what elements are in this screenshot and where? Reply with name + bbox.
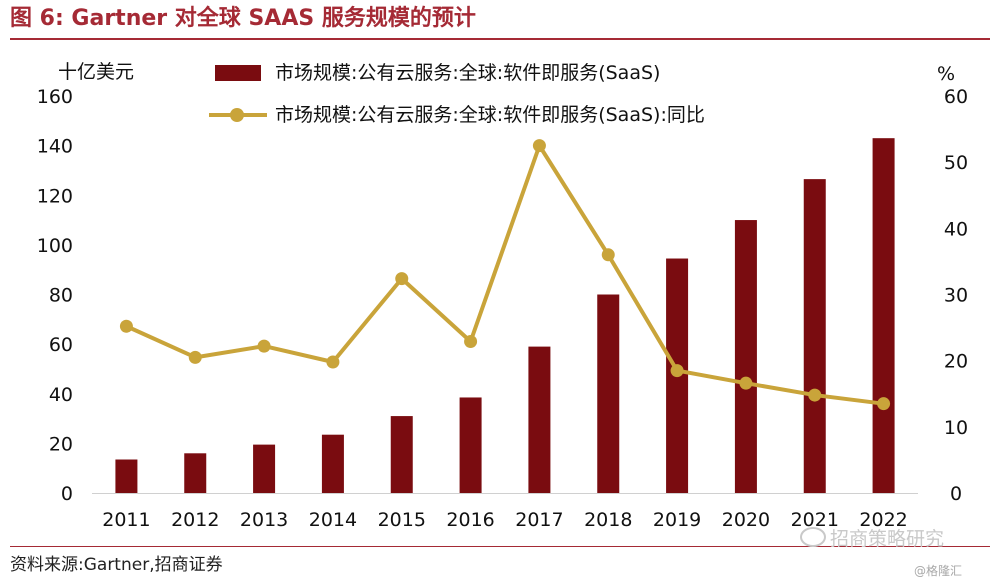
x-tick-label: 2020 [722, 509, 770, 531]
bar [115, 459, 138, 493]
bar [803, 179, 826, 493]
bar [597, 294, 620, 493]
source-note: 资料来源:Gartner,招商证券 [10, 555, 223, 575]
line-point [188, 350, 202, 364]
x-tick-label: 2012 [171, 509, 219, 531]
line-point [326, 355, 340, 369]
y-left-tick-label: 120 [37, 185, 73, 207]
line-point [670, 364, 684, 378]
y-right-tick-label: 0 [950, 483, 962, 505]
line-point [119, 319, 133, 333]
legend-label-bar: 市场规模:公有云服务:全球:软件即服务(SaaS) [275, 62, 661, 84]
watermark-text: 招商策略研究 [830, 528, 945, 550]
y-left-tick-label: 60 [49, 334, 73, 356]
figure-title: 图 6: Gartner 对全球 SAAS 服务规模的预计 [10, 6, 476, 31]
y-left-tick-label: 20 [49, 433, 73, 455]
y-left-tick-label: 100 [37, 235, 73, 257]
watermark-small: @格隆汇 [914, 564, 963, 578]
watermark: 招商策略研究 [800, 524, 944, 551]
x-tick-label: 2014 [309, 509, 357, 531]
x-tick-label: 2018 [584, 509, 632, 531]
y-right-tick-label: 40 [944, 218, 968, 240]
y-right-tick-label: 60 [944, 86, 968, 108]
x-tick-label: 2015 [378, 509, 426, 531]
title-divider [10, 38, 990, 40]
line-point [464, 334, 478, 348]
x-tick-label: 2011 [102, 509, 150, 531]
y-left-tick-label: 0 [61, 483, 73, 505]
y-right-axis-label: % [937, 63, 955, 85]
x-tick-label: 2021 [791, 509, 839, 531]
bar [734, 220, 757, 493]
line-point [257, 339, 271, 353]
y-right-tick-label: 30 [944, 285, 968, 307]
line-point [877, 397, 891, 411]
bar [321, 434, 344, 493]
bar [390, 416, 413, 493]
line-point [601, 248, 615, 262]
y-left-axis-label: 十亿美元 [58, 61, 134, 83]
y-right-tick-label: 20 [944, 351, 968, 373]
y-left-tick-label: 160 [37, 86, 73, 108]
line-point [808, 388, 822, 402]
y-left-tick-label: 40 [49, 384, 73, 406]
y-left-tick-label: 140 [37, 136, 73, 158]
x-tick-label: 2022 [859, 509, 907, 531]
bar [872, 138, 895, 493]
legend-label-line: 市场规模:公有云服务:全球:软件即服务(SaaS):同比 [275, 104, 705, 126]
y-right-tick-label: 10 [944, 417, 968, 439]
x-tick-label: 2013 [240, 509, 288, 531]
bar [528, 346, 551, 493]
x-tick-label: 2016 [446, 509, 494, 531]
y-right-tick-label: 50 [944, 152, 968, 174]
wechat-icon [800, 527, 826, 547]
line-point [532, 139, 546, 153]
y-left-tick-label: 80 [49, 285, 73, 307]
x-tick-label: 2019 [653, 509, 701, 531]
line-point [739, 376, 753, 390]
bar [459, 397, 482, 493]
source-divider [10, 546, 990, 547]
legend-bar-swatch [215, 65, 261, 81]
line-point [395, 272, 409, 286]
bar [253, 444, 276, 493]
x-tick-label: 2017 [515, 509, 563, 531]
legend-marker-swatch [230, 108, 244, 122]
bar [184, 453, 207, 493]
series-line-yoy [125, 143, 884, 406]
